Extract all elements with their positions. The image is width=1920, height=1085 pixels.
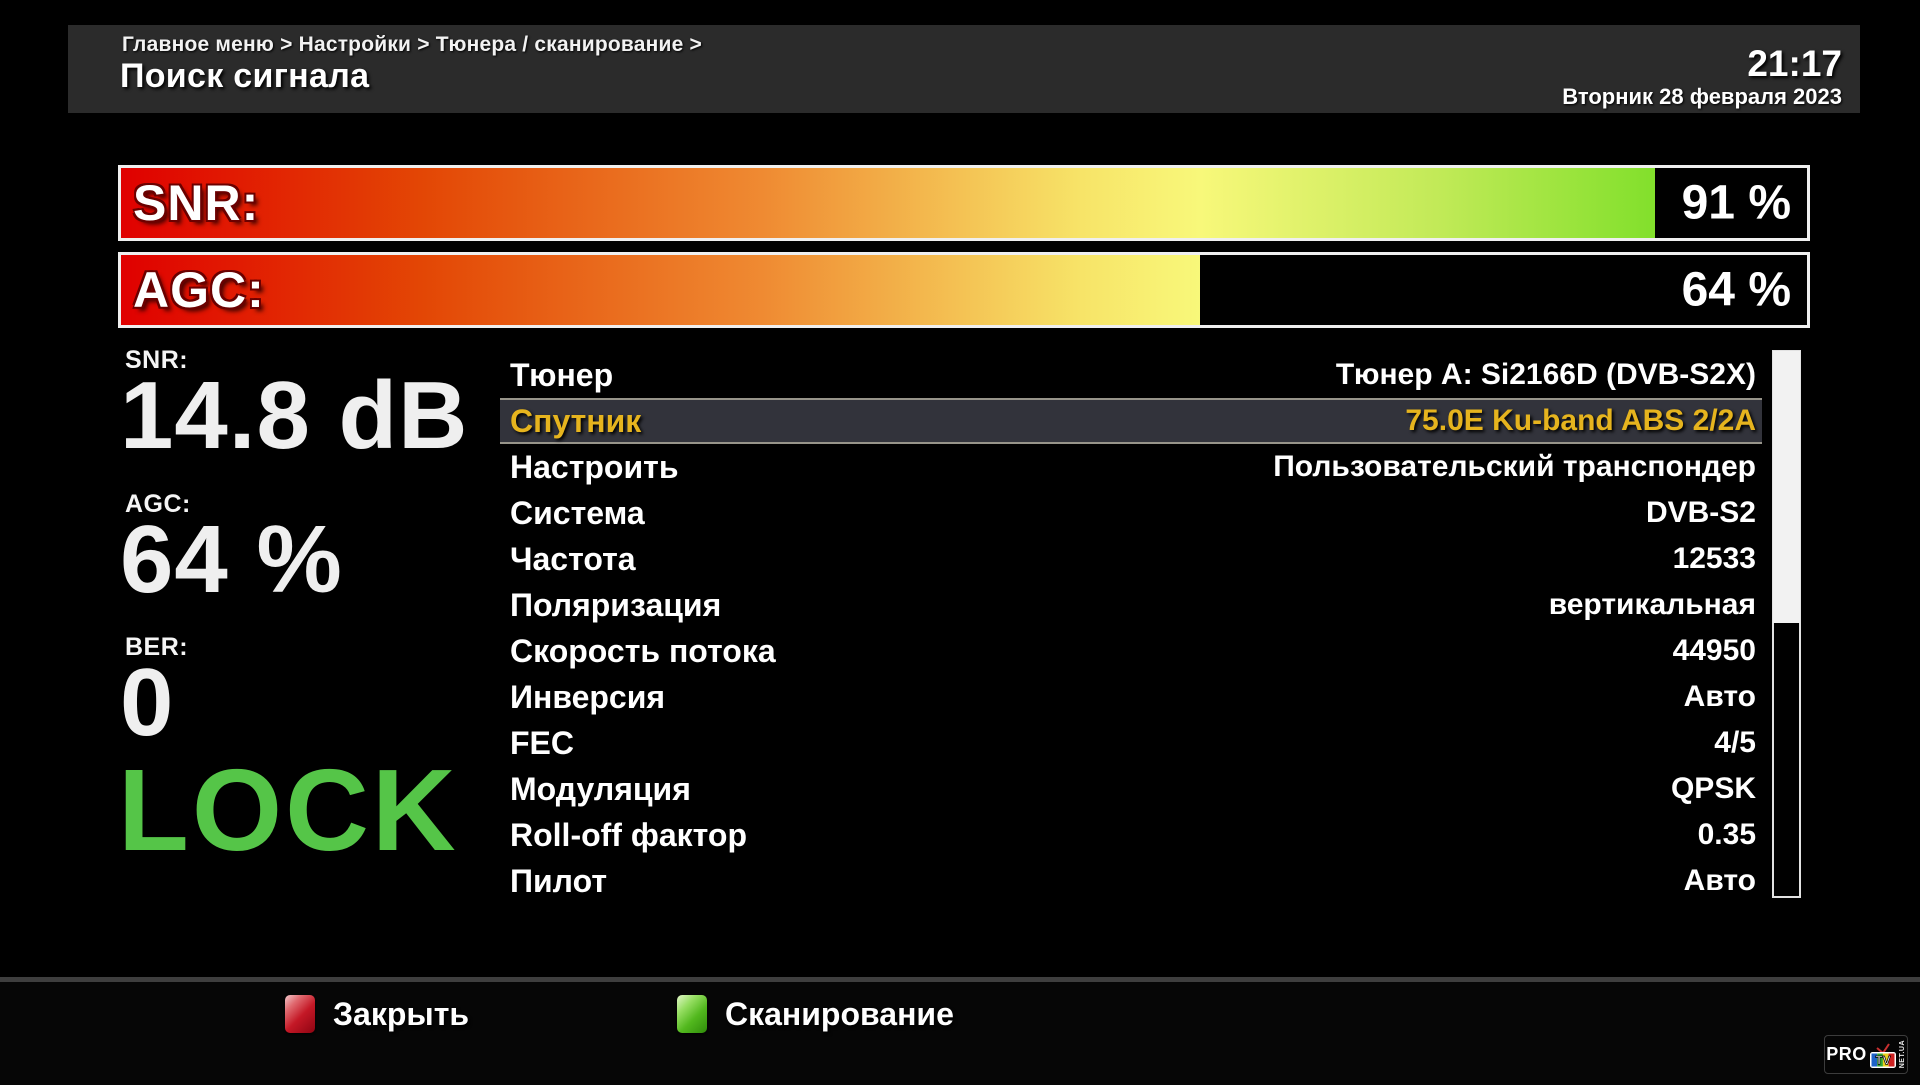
settings-row-label: Модуляция [510, 770, 691, 807]
ber-stat-label: BER: [125, 633, 189, 661]
logo-tv-text: TV [1875, 1053, 1890, 1067]
settings-row[interactable]: Настроить Пользовательский транспондер [500, 444, 1762, 490]
ber-stat-value: 0 [120, 649, 175, 756]
settings-row-value: QPSK [1670, 772, 1756, 805]
settings-row-value: 4/5 [1714, 726, 1756, 759]
agc-bar-value: 64 % [1681, 263, 1791, 317]
snr-stat-value: 14.8 dB [120, 362, 469, 469]
settings-row-label: Частота [510, 540, 636, 577]
snr-bar-gradient [121, 168, 1807, 238]
settings-row[interactable]: Пилот Авто [500, 858, 1762, 904]
settings-row-value: Авто [1683, 680, 1756, 713]
settings-row-value: 0.35 [1697, 818, 1756, 851]
footer-bar: Закрыть Сканирование [0, 977, 1920, 1085]
settings-row-label: Система [510, 494, 645, 531]
close-key-button[interactable]: Закрыть [285, 995, 469, 1033]
red-key-icon [285, 995, 315, 1033]
settings-row[interactable]: Модуляция QPSK [500, 766, 1762, 812]
settings-row-label: Спутник [510, 402, 642, 439]
date: Вторник 28 февраля 2023 [1562, 84, 1842, 109]
agc-bar-label: AGC: [133, 262, 265, 318]
tv-icon: TV [1869, 1042, 1896, 1068]
agc-stat-label: AGC: [125, 490, 191, 518]
settings-row-label: Скорость потока [510, 632, 776, 669]
settings-row[interactable]: Roll-off фактор 0.35 [500, 812, 1762, 858]
settings-row-label: Тюнер [510, 356, 614, 393]
scan-key-label: Сканирование [725, 995, 954, 1032]
scrollbar-track[interactable] [1772, 350, 1801, 898]
settings-row-label: Roll-off фактор [510, 816, 747, 853]
settings-row[interactable]: Частота 12533 [500, 536, 1762, 582]
lock-status: LOCK [118, 745, 459, 875]
snr-bar-label: SNR: [133, 175, 260, 231]
settings-list: Тюнер Тюнер A: Si2166D (DVB-S2X) Спутник… [500, 352, 1762, 904]
snr-signal-bar: SNR: 91 % [118, 165, 1810, 241]
settings-row[interactable]: Поляризация вертикальная [500, 582, 1762, 628]
header-bar: Главное меню > Настройки > Тюнера / скан… [68, 25, 1860, 113]
settings-row-value: Тюнер A: Si2166D (DVB-S2X) [1335, 358, 1756, 391]
settings-row[interactable]: Система DVB-S2 [500, 490, 1762, 536]
close-key-label: Закрыть [333, 995, 470, 1032]
settings-row-value: 44950 [1672, 634, 1756, 667]
settings-row-label: Пилот [510, 862, 607, 899]
scan-key-button[interactable]: Сканирование [677, 995, 954, 1033]
breadcrumb: Главное меню > Настройки > Тюнера / скан… [122, 33, 702, 56]
logo-side-text: NET.UA [1898, 1040, 1906, 1069]
settings-row-value: Авто [1683, 864, 1756, 897]
settings-row-value: 12533 [1672, 542, 1756, 575]
settings-row-value: Пользовательский транспондер [1273, 450, 1756, 483]
settings-row[interactable]: Тюнер Тюнер A: Si2166D (DVB-S2X) [500, 352, 1762, 398]
agc-bar-mask [1200, 255, 1807, 325]
agc-stat-value: 64 % [120, 506, 343, 613]
logo-pro-text: PRO [1826, 1044, 1867, 1064]
settings-row-value: DVB-S2 [1645, 496, 1756, 529]
page-title: Поиск сигнала [120, 57, 370, 95]
snr-stat-label: SNR: [125, 346, 189, 374]
settings-row[interactable]: Скорость потока 44950 [500, 628, 1762, 674]
settings-row-value: вертикальная [1548, 588, 1756, 621]
agc-signal-bar: AGC: 64 % [118, 252, 1810, 328]
snr-bar-mask [1655, 168, 1807, 238]
scrollbar-thumb[interactable] [1773, 351, 1800, 623]
settings-row-label: FEC [510, 724, 574, 761]
settings-row[interactable]: Спутник 75.0E Ku-band ABS 2/2A [500, 398, 1762, 444]
settings-row-label: Настроить [510, 448, 679, 485]
green-key-icon [677, 995, 707, 1033]
protv-logo: PRO TV NET.UA [1824, 1035, 1908, 1074]
settings-row[interactable]: Инверсия Авто [500, 674, 1762, 720]
settings-row[interactable]: FEC 4/5 [500, 720, 1762, 766]
settings-row-value: 75.0E Ku-band ABS 2/2A [1405, 404, 1756, 437]
clock: 21:17 [1747, 43, 1842, 84]
snr-bar-value: 91 % [1681, 176, 1791, 230]
settings-row-label: Инверсия [510, 678, 666, 715]
settings-row-label: Поляризация [510, 586, 722, 623]
